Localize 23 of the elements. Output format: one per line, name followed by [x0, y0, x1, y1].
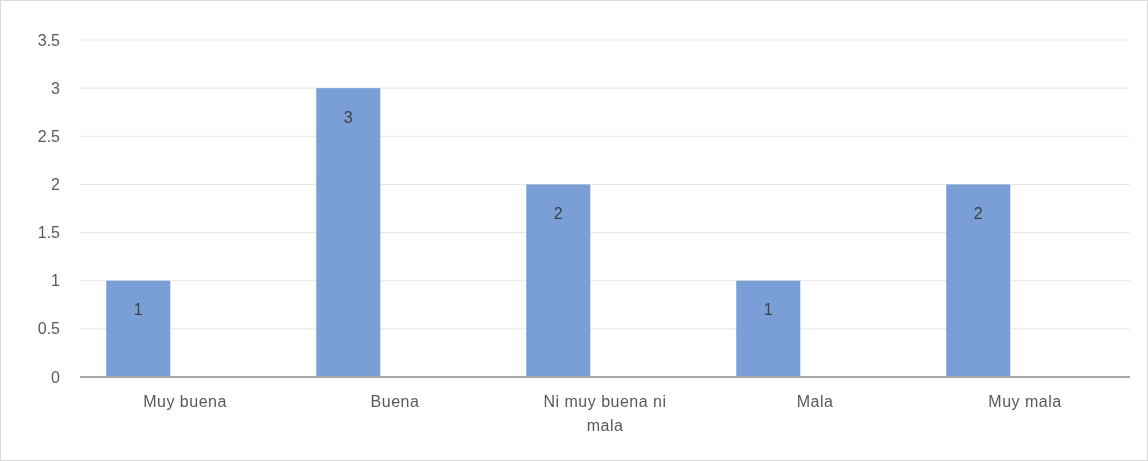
x-tick-label: Muy buena: [143, 393, 227, 410]
data-label: 3: [343, 108, 353, 126]
bar: [736, 280, 801, 377]
data-label: 2: [973, 205, 983, 223]
data-label: 2: [553, 205, 563, 223]
y-tick-label: 0: [51, 368, 61, 386]
y-tick-label: 2.5: [37, 127, 61, 145]
x-tick-label: Muy mala: [988, 393, 1062, 410]
bar: [316, 88, 381, 377]
y-tick-label: 1.5: [37, 224, 61, 242]
y-tick-label: 2: [51, 176, 61, 194]
x-tick-label: Buena: [370, 393, 420, 410]
y-tick-label: 3.5: [37, 31, 61, 49]
data-label: 1: [763, 301, 773, 319]
bar: [526, 184, 591, 377]
y-tick-label: 1: [51, 272, 61, 290]
bar: [106, 280, 171, 377]
data-label: 1: [133, 301, 143, 319]
y-tick-label: 0.5: [37, 320, 61, 338]
x-tick-label: Mala: [796, 393, 834, 410]
x-tick-label: Ni muy buena ni mala: [543, 393, 667, 434]
y-tick-label: 3: [51, 79, 61, 97]
bar: [946, 184, 1011, 377]
